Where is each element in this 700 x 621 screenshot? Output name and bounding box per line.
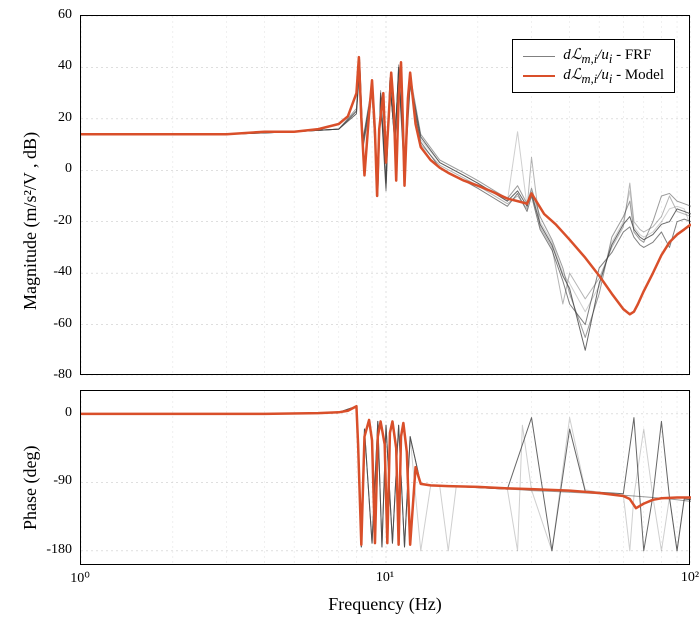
legend-entry-model: dℒm,i/ui - Model [523, 66, 664, 86]
legend-label-frf: dℒm,i/ui - FRF [563, 45, 651, 67]
ytick-label-mag: 40 [12, 58, 72, 74]
ytick-label-phase: 0 [12, 405, 72, 421]
legend-entry-frf: dℒm,i/ui - FRF [523, 46, 664, 66]
bode-figure: Magnitude (m/s²/V , dB) Phase (deg) Freq… [0, 0, 700, 621]
ytick-label-mag: 20 [12, 110, 72, 126]
ytick-label-mag: 0 [12, 161, 72, 177]
ytick-label-mag: -80 [12, 367, 72, 383]
legend-swatch-model [523, 75, 555, 77]
ytick-label-mag: -40 [12, 264, 72, 280]
ytick-label-mag: -20 [12, 213, 72, 229]
xlabel: Frequency (Hz) [80, 594, 690, 615]
legend-label-model: dℒm,i/ui - Model [563, 65, 664, 87]
xtick-label: 10² [681, 570, 699, 586]
legend: dℒm,i/ui - FRF dℒm,i/ui - Model [512, 39, 675, 93]
ytick-label-mag: 60 [12, 7, 72, 23]
phase-svg [81, 391, 691, 566]
phase-panel [80, 390, 690, 565]
xtick-label: 10⁰ [70, 570, 90, 587]
ytick-label-phase: -180 [12, 542, 72, 558]
ytick-label-phase: -90 [12, 473, 72, 489]
ytick-label-mag: -60 [12, 316, 72, 332]
legend-swatch-frf [523, 56, 555, 57]
magnitude-panel: dℒm,i/ui - FRF dℒm,i/ui - Model [80, 15, 690, 375]
xtick-label: 10¹ [376, 570, 394, 586]
